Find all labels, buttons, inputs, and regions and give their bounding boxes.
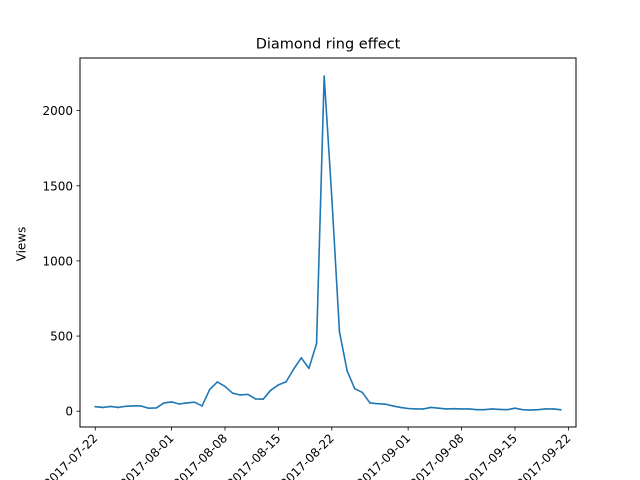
data-point [445,408,448,410]
data-point [422,408,425,410]
data-point [552,408,554,410]
data-point [384,403,387,405]
data-point [453,407,455,410]
data-point [124,405,127,408]
data-point [163,402,165,404]
data-point [231,392,234,394]
data-point [407,407,409,410]
series-line [94,75,562,411]
data-point [216,381,219,383]
y-tick-label: 1000 [42,254,73,268]
data-point [491,408,493,410]
data-point [308,367,310,370]
data-point [300,357,303,359]
data-point [178,403,180,405]
plot-area [94,75,562,411]
data-point [331,196,333,199]
data-point [147,407,150,410]
data-point [102,406,104,409]
x-tick-label: 2017-08-01 [117,431,176,480]
data-point [201,405,203,407]
data-point [285,381,287,383]
data-point [323,75,325,77]
data-point [537,408,539,411]
data-point [94,405,97,408]
y-tick-label: 1500 [42,179,73,193]
data-point [132,405,135,407]
data-point [369,402,371,404]
data-point [277,384,280,386]
x-tick-label: 2017-09-22 [514,431,573,480]
y-tick-label: 0 [65,405,73,419]
y-tick-label: 500 [50,330,73,344]
data-point [483,408,486,411]
data-point [117,406,119,409]
x-tick-label: 2017-08-08 [171,431,230,480]
y-axis-label: Views [15,227,29,262]
data-point [269,389,272,391]
data-point [559,408,562,411]
axes-frame [79,57,577,428]
data-point [529,409,532,411]
y-tick-label: 2000 [42,104,73,118]
data-point [437,407,440,410]
data-point [399,406,402,409]
x-tick-label: 2017-07-22 [41,431,100,480]
x-tick-label: 2017-08-22 [278,431,337,480]
x-tick-label: 2017-09-01 [354,431,413,480]
x-tick-label: 2017-08-15 [224,431,283,480]
data-point [346,369,348,372]
data-point [254,398,257,400]
data-point [544,408,547,410]
x-tick-label: 2017-09-08 [407,431,466,480]
data-point [239,394,242,396]
data-point [498,408,501,411]
data-point [186,402,188,404]
data-point [262,398,264,400]
data-point [514,407,516,410]
data-point [476,408,478,411]
data-point [155,407,158,409]
data-point [361,391,364,394]
data-point [521,408,524,411]
data-point [460,408,463,410]
data-point [468,408,470,410]
data-point [208,388,211,391]
data-point [353,387,356,390]
data-point [170,401,173,403]
data-point [430,406,432,409]
data-point [140,405,142,407]
x-tick-label: 2017-09-15 [461,431,520,480]
data-point [392,405,394,407]
data-point [338,330,341,333]
data-point [247,393,249,396]
data-point [109,405,112,408]
data-point [376,402,379,405]
data-point [414,408,417,410]
data-point [292,368,295,370]
chart-title: Diamond ring effect [256,37,401,53]
data-point [506,408,509,411]
data-point [193,401,196,403]
data-point [315,342,318,345]
data-point [224,385,226,388]
